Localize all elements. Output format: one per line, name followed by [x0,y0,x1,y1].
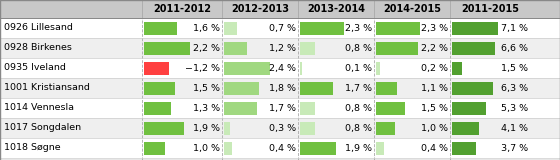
Bar [0,98,560,118]
Bar [0,58,560,78]
Bar [224,121,230,135]
Text: 1,1 %: 1,1 % [421,84,448,92]
Bar [376,21,420,35]
Text: 0,8 %: 0,8 % [345,44,372,52]
Bar [376,101,405,115]
Bar [300,61,302,75]
Bar [144,121,184,135]
Bar [452,141,476,155]
Text: 2,3 %: 2,3 % [421,24,448,32]
Bar [376,41,418,55]
Bar [0,18,560,38]
Text: 1,3 %: 1,3 % [193,104,220,112]
Text: 5,3 %: 5,3 % [501,104,528,112]
Text: 0,2 %: 0,2 % [421,64,448,72]
Bar [0,38,560,58]
Text: 0935 Iveland: 0935 Iveland [4,64,66,72]
Text: 1,9 %: 1,9 % [345,144,372,152]
Text: 1,7 %: 1,7 % [269,104,296,112]
Bar [144,141,165,155]
Text: 0,8 %: 0,8 % [345,104,372,112]
Text: 2012-2013: 2012-2013 [231,4,289,14]
Text: 0,4 %: 0,4 % [421,144,448,152]
Text: 1014 Vennesla: 1014 Vennesla [4,104,74,112]
Text: 2013-2014: 2013-2014 [307,4,365,14]
Bar [224,61,270,75]
Text: 1,5 %: 1,5 % [501,64,528,72]
Text: −1,2 %: −1,2 % [185,64,220,72]
Bar [452,41,495,55]
Text: 0,4 %: 0,4 % [269,144,296,152]
Text: 2,3 %: 2,3 % [345,24,372,32]
Text: 0928 Birkenes: 0928 Birkenes [4,44,72,52]
Bar [144,81,175,95]
Text: 2011-2012: 2011-2012 [153,4,211,14]
Text: 1018 Søgne: 1018 Søgne [4,144,60,152]
Text: 0,7 %: 0,7 % [269,24,296,32]
Bar [452,61,462,75]
Text: 6,6 %: 6,6 % [501,44,528,52]
Text: 1,7 %: 1,7 % [345,84,372,92]
Text: 1,5 %: 1,5 % [193,84,220,92]
Text: 7,1 %: 7,1 % [501,24,528,32]
Bar [144,41,190,55]
Text: 0,1 %: 0,1 % [345,64,372,72]
Bar [0,138,560,158]
Text: 4,1 %: 4,1 % [501,124,528,132]
Text: 1,9 %: 1,9 % [193,124,220,132]
Bar [0,78,560,98]
Text: 1,2 %: 1,2 % [269,44,296,52]
Bar [376,141,384,155]
Bar [452,81,493,95]
Text: 1001 Kristiansand: 1001 Kristiansand [4,84,90,92]
Bar [376,121,395,135]
Text: 2,2 %: 2,2 % [421,44,448,52]
Text: 0,8 %: 0,8 % [345,124,372,132]
Bar [224,81,259,95]
Text: 1,0 %: 1,0 % [193,144,220,152]
Text: 6,3 %: 6,3 % [501,84,528,92]
Text: 3,7 %: 3,7 % [501,144,528,152]
Bar [224,141,232,155]
Text: 1,8 %: 1,8 % [269,84,296,92]
Bar [300,141,337,155]
Bar [224,21,237,35]
Bar [300,121,315,135]
Text: 1,5 %: 1,5 % [421,104,448,112]
Bar [452,21,498,35]
Text: 2,4 %: 2,4 % [269,64,296,72]
Bar [144,21,178,35]
Bar [144,101,171,115]
Text: 2011-2015: 2011-2015 [461,4,519,14]
Text: 0926 Lillesand: 0926 Lillesand [4,24,73,32]
Bar [300,41,315,55]
Bar [376,81,397,95]
Bar [452,101,487,115]
Text: 1,0 %: 1,0 % [421,124,448,132]
Text: 0,3 %: 0,3 % [269,124,296,132]
Text: 1,6 %: 1,6 % [193,24,220,32]
Bar [300,81,333,95]
Bar [376,61,380,75]
Bar [224,41,247,55]
Text: 2,2 %: 2,2 % [193,44,220,52]
Bar [144,61,169,75]
Text: 2014-2015: 2014-2015 [383,4,441,14]
Bar [0,0,560,18]
Bar [300,21,344,35]
Bar [224,101,256,115]
Bar [0,118,560,138]
Bar [452,121,479,135]
Text: 1017 Songdalen: 1017 Songdalen [4,124,81,132]
Bar [300,101,315,115]
